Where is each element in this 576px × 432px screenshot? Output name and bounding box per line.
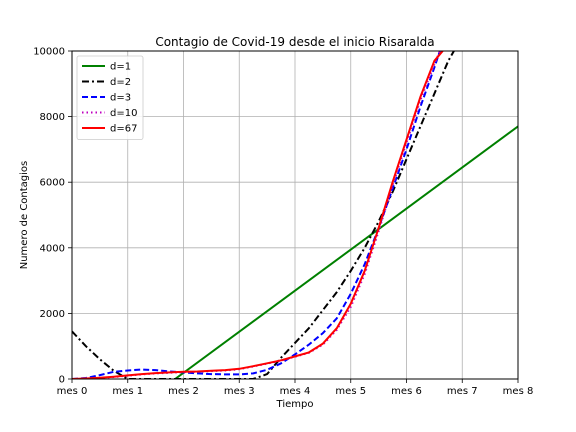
x-axis-ticks: mes 0 mes 1 mes 2 mes 3 mes 4 mes 5 mes 6 mes 7… bbox=[57, 379, 534, 397]
series-line-d-67 bbox=[72, 51, 444, 379]
legend-label: d=67 bbox=[110, 124, 137, 135]
y-tick-label: 2000 bbox=[40, 309, 65, 320]
x-tick-label: mes 8 bbox=[503, 386, 534, 397]
y-axis-label: Numero de Contagios bbox=[19, 161, 30, 270]
series-line-d-1 bbox=[174, 125, 518, 379]
legend-label: d=2 bbox=[110, 77, 131, 88]
x-tick-label: mes 6 bbox=[391, 386, 422, 397]
y-tick-label: 8000 bbox=[40, 112, 65, 123]
y-tick-label: 6000 bbox=[40, 178, 65, 189]
x-axis-label: Tiempo bbox=[276, 399, 314, 410]
y-tick-label: 0 bbox=[59, 375, 65, 386]
series-layer bbox=[72, 51, 518, 379]
legend: d=1 d=2 d=3 d=10 d=67 bbox=[76, 55, 144, 140]
x-tick-label: mes 5 bbox=[335, 386, 366, 397]
legend-box bbox=[76, 55, 144, 140]
chart-title: Contagio de Covid-19 desde el inicio Ris… bbox=[155, 35, 434, 49]
series-line-d-2 bbox=[72, 51, 455, 379]
legend-label: d=10 bbox=[110, 108, 137, 119]
x-tick-label: mes 7 bbox=[447, 386, 478, 397]
legend-label: d=1 bbox=[110, 62, 131, 73]
y-axis-ticks: 0 2000 4000 6000 8000 10000 bbox=[33, 47, 72, 386]
legend-label: d=3 bbox=[110, 93, 131, 104]
x-tick-label: mes 1 bbox=[112, 386, 143, 397]
series-line-d-3 bbox=[72, 51, 441, 379]
y-tick-label: 4000 bbox=[40, 243, 65, 254]
x-tick-label: mes 3 bbox=[224, 386, 255, 397]
x-tick-label: mes 2 bbox=[168, 386, 199, 397]
x-tick-label: mes 0 bbox=[57, 386, 88, 397]
x-tick-label: mes 4 bbox=[280, 386, 311, 397]
y-tick-label: 10000 bbox=[33, 47, 65, 58]
